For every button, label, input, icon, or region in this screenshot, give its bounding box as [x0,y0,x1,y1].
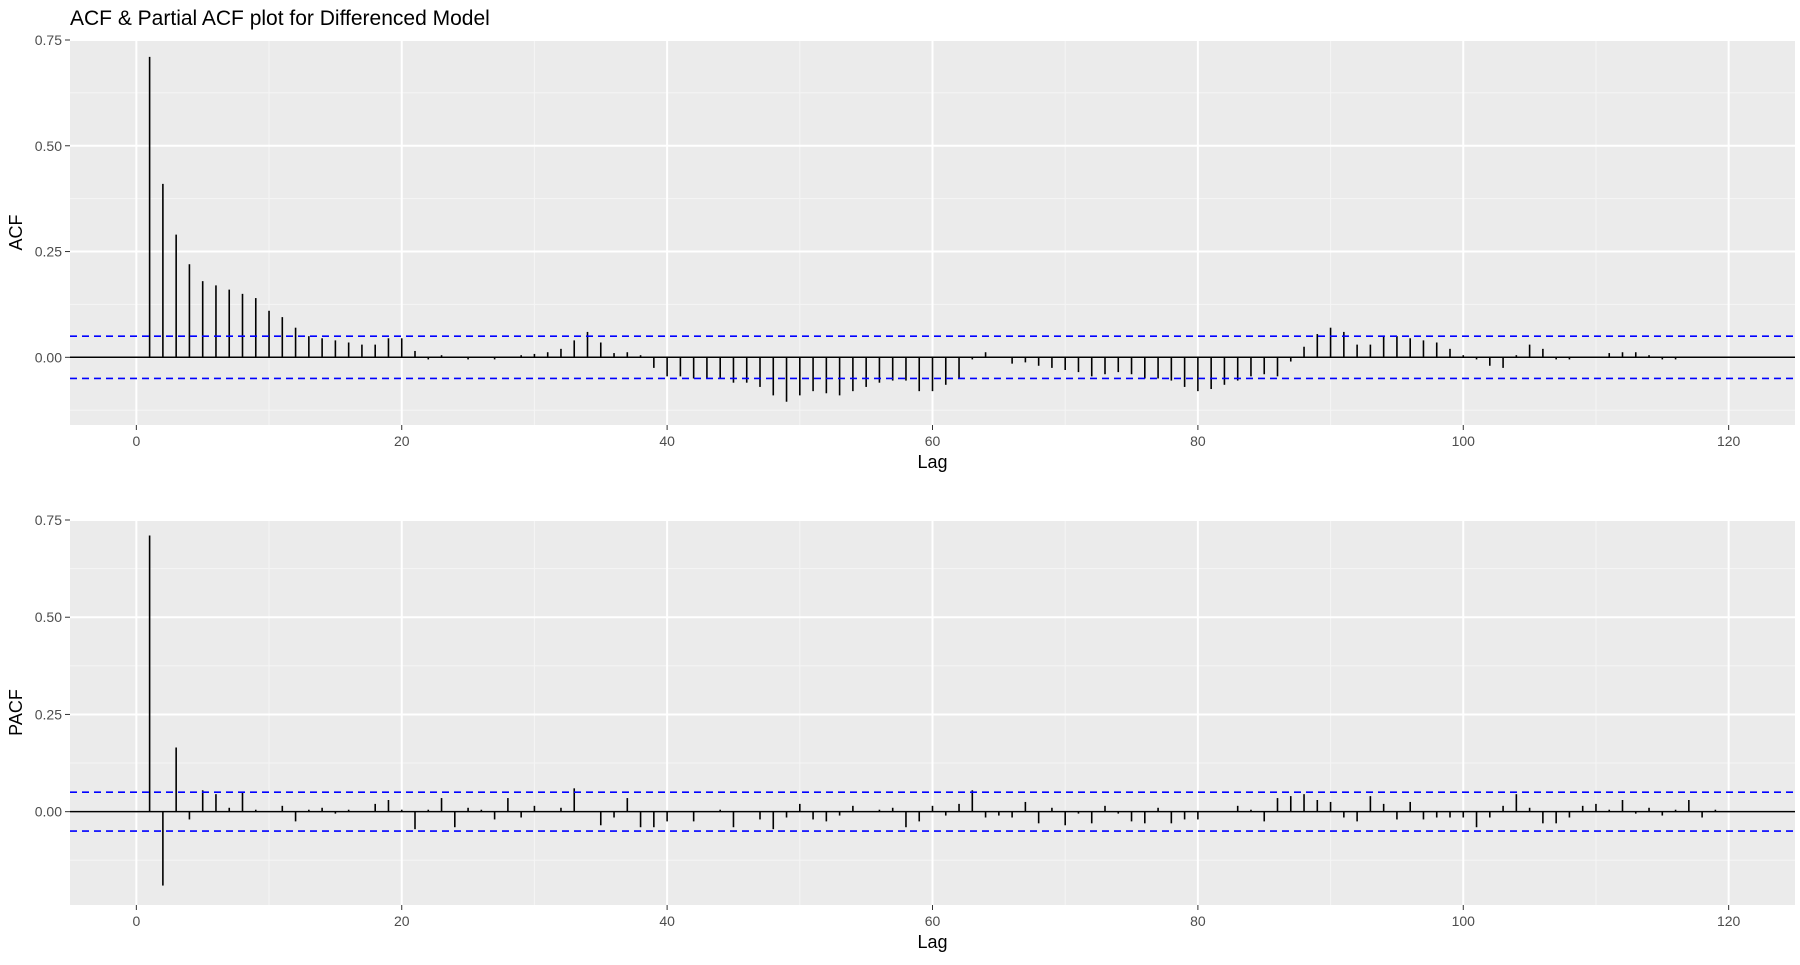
acf-y-tick-label: 0.00 [35,349,62,365]
acf-y-tick-label: 0.25 [35,244,62,260]
pacf-x-axis-title: Lag [917,932,947,952]
acf-y-tick-label: 0.50 [35,138,62,154]
pacf-y-tick-label: 0.25 [35,706,62,722]
acf-x-tick-label: 100 [1452,433,1476,449]
pacf-x-tick-label: 20 [394,913,410,929]
pacf-y-tick-label: 0.50 [35,609,62,625]
acf-y-tick-label: 0.75 [35,32,62,48]
acf-panel: 0 20 40 60 80 100 120 0.00 0.25 0.50 0.75 Lag ACF [6,32,1795,472]
acf-x-tick-label: 80 [1190,433,1206,449]
pacf-x-tick-label: 0 [132,913,140,929]
pacf-y-tick-label: 0.75 [35,512,62,528]
pacf-x-tick-label: 120 [1717,913,1741,929]
pacf-x-tick-label: 80 [1190,913,1206,929]
pacf-x-tick-label: 100 [1452,913,1476,929]
acf-x-tick-label: 120 [1717,433,1741,449]
acf-x-tick-label: 60 [925,433,941,449]
acf-x-axis-title: Lag [917,452,947,472]
pacf-x-tick-label: 40 [659,913,675,929]
pacf-y-axis-title: PACF [6,689,26,736]
pacf-panel: 0 20 40 60 80 100 120 0.00 0.25 0.50 0.75 Lag PACF [6,512,1795,952]
pacf-y-tick-label: 0.00 [35,804,62,820]
acf-x-tick-label: 0 [132,433,140,449]
acf-y-axis-title: ACF [6,214,26,250]
chart-title: ACF & Partial ACF plot for Differenced M… [70,7,490,30]
pacf-x-tick-label: 60 [925,913,941,929]
acf-x-tick-label: 20 [394,433,410,449]
acf-x-tick-label: 40 [659,433,675,449]
